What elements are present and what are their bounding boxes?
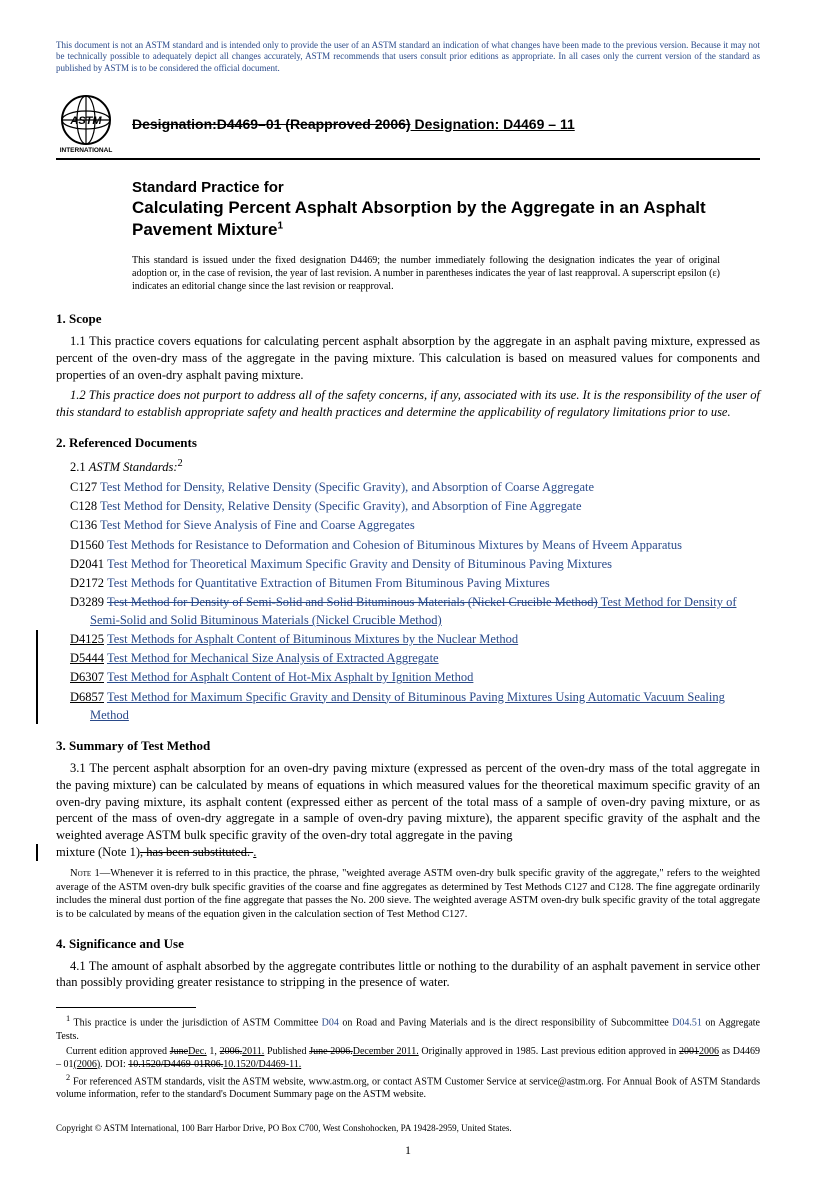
title-prefix: Standard Practice for xyxy=(132,178,760,198)
issue-note: This standard is issued under the fixed … xyxy=(132,254,720,293)
ref-item-d3289: D3289 Test Method for Density of Semi-So… xyxy=(56,593,760,629)
old-designation: Designation:D4469–01 (Reapproved 2006) xyxy=(132,116,411,132)
astm-logo: ASTM INTERNATIONAL xyxy=(56,94,116,154)
svg-text:ASTM: ASTM xyxy=(69,115,102,127)
summary-heading: 3. Summary of Test Method xyxy=(56,738,760,754)
title-block: Standard Practice for Calculating Percen… xyxy=(132,178,760,240)
ref-link[interactable]: Test Methods for Quantitative Extraction… xyxy=(107,576,550,590)
title-main: Calculating Percent Asphalt Absorption b… xyxy=(132,197,760,240)
ref-link[interactable]: Test Methods for Asphalt Content of Bitu… xyxy=(107,632,518,646)
ref-item: C136 Test Method for Sieve Analysis of F… xyxy=(56,516,760,534)
ref-link[interactable]: Test Method for Asphalt Content of Hot-M… xyxy=(107,670,473,684)
note-1: Note 1—Whenever it is referred to in thi… xyxy=(56,867,760,922)
ref-link[interactable]: Test Methods for Resistance to Deformati… xyxy=(107,538,682,552)
footnote-link[interactable]: D04.51 xyxy=(672,1018,702,1029)
ref-link-old: Test Method for Density of Semi-Solid an… xyxy=(107,595,598,609)
ref-link[interactable]: Test Method for Theoretical Maximum Spec… xyxy=(107,557,612,571)
ref-item: D2172 Test Methods for Quantitative Extr… xyxy=(56,574,760,592)
ref-link[interactable]: Test Method for Density, Relative Densit… xyxy=(100,499,582,513)
summary-3-1-a: 3.1 The percent asphalt absorption for a… xyxy=(56,760,760,844)
new-designation: Designation: D4469 – 11 xyxy=(411,116,575,132)
footnote-1-line2: Current edition approved JuneDec. 1, 200… xyxy=(56,1045,760,1071)
ref-item: D6857 Test Method for Maximum Specific G… xyxy=(56,688,760,724)
svg-text:INTERNATIONAL: INTERNATIONAL xyxy=(60,147,113,154)
ref-item: D4125 Test Methods for Asphalt Content o… xyxy=(56,630,760,648)
scope-1-2: 1.2 This practice does not purport to ad… xyxy=(56,387,760,421)
disclaimer-notice: This document is not an ASTM standard an… xyxy=(56,40,760,74)
summary-3-1-b: mixture (Note 1), has been substituted. … xyxy=(56,844,760,861)
significance-heading: 4. Significance and Use xyxy=(56,936,760,952)
ref-item: D2041 Test Method for Theoretical Maximu… xyxy=(56,555,760,573)
footnote-link[interactable]: D04 xyxy=(322,1018,339,1029)
ref-intro: 2.1 ASTM Standards:2 xyxy=(56,457,760,476)
designation-text: Designation:D4469–01 (Reapproved 2006) D… xyxy=(132,116,575,132)
copyright-notice: Copyright © ASTM International, 100 Barr… xyxy=(56,1123,760,1133)
referenced-documents-heading: 2. Referenced Documents xyxy=(56,435,760,451)
scope-1-1: 1.1 This practice covers equations for c… xyxy=(56,333,760,384)
footnote-1: 1 This practice is under the jurisdictio… xyxy=(56,1014,760,1042)
footnote-rule xyxy=(56,1007,196,1008)
footnote-2: 2 For referenced ASTM standards, visit t… xyxy=(56,1073,760,1101)
change-bar-summary: mixture (Note 1), has been substituted. … xyxy=(36,844,760,861)
ref-link[interactable]: Test Method for Sieve Analysis of Fine a… xyxy=(100,518,415,532)
change-bar-refs: D4125 Test Methods for Asphalt Content o… xyxy=(36,630,760,724)
designation-header: ASTM INTERNATIONAL Designation:D4469–01 … xyxy=(56,94,760,160)
page-number: 1 xyxy=(56,1143,760,1158)
ref-link[interactable]: Test Method for Maximum Specific Gravity… xyxy=(90,690,725,722)
ref-link[interactable]: Test Method for Density, Relative Densit… xyxy=(100,480,594,494)
ref-item: C128 Test Method for Density, Relative D… xyxy=(56,497,760,515)
significance-4-1: 4.1 The amount of asphalt absorbed by th… xyxy=(56,958,760,992)
ref-item: D5444 Test Method for Mechanical Size An… xyxy=(56,649,760,667)
ref-item: D6307 Test Method for Asphalt Content of… xyxy=(56,668,760,686)
ref-item: D1560 Test Methods for Resistance to Def… xyxy=(56,536,760,554)
scope-heading: 1. Scope xyxy=(56,311,760,327)
ref-item: C127 Test Method for Density, Relative D… xyxy=(56,478,760,496)
ref-link[interactable]: Test Method for Mechanical Size Analysis… xyxy=(107,651,439,665)
